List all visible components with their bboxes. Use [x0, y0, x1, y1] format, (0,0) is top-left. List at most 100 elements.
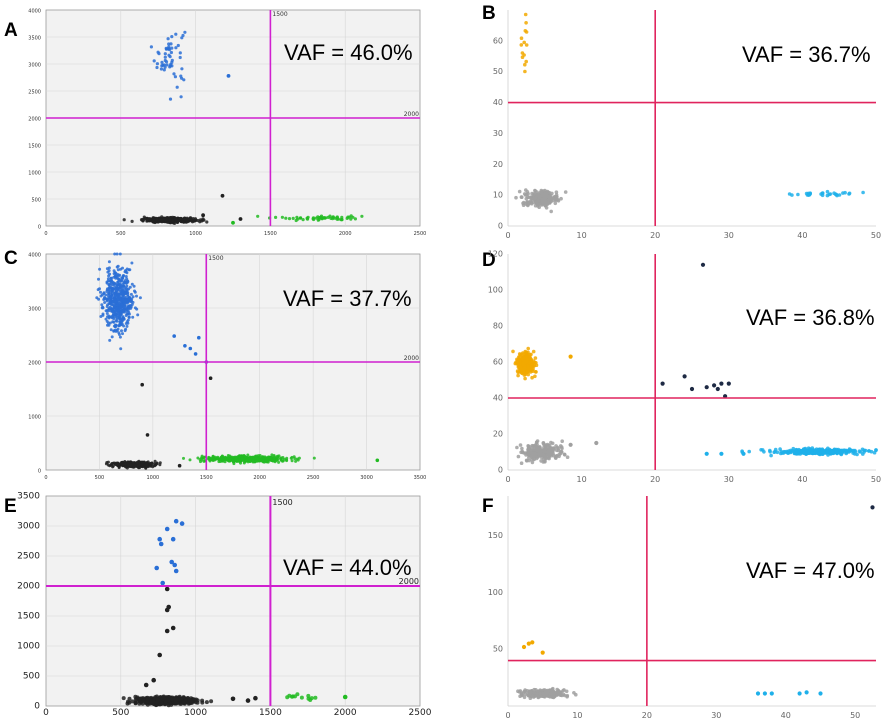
- x-tick-label: 20: [650, 231, 660, 240]
- data-point: [524, 350, 528, 355]
- data-point: [116, 268, 120, 272]
- data-point: [769, 691, 774, 696]
- data-point: [109, 296, 113, 300]
- data-point: [193, 352, 198, 356]
- data-point: [542, 192, 546, 197]
- data-point: [205, 220, 209, 224]
- data-point: [161, 695, 166, 700]
- data-point: [515, 357, 519, 362]
- x-tick-label: 2000: [339, 231, 352, 237]
- data-point: [99, 290, 102, 294]
- data-point: [541, 189, 546, 193]
- y-tick-label: 100: [488, 588, 503, 597]
- data-point: [101, 312, 105, 316]
- data-point: [517, 189, 522, 194]
- panel-label: B: [482, 3, 496, 24]
- data-point: [256, 457, 260, 461]
- data-point: [793, 449, 798, 454]
- data-point: [115, 252, 119, 256]
- data-point: [290, 459, 294, 463]
- data-point: [179, 521, 185, 526]
- data-point: [522, 373, 527, 377]
- data-point: [545, 691, 550, 695]
- data-point: [198, 218, 203, 222]
- data-point: [144, 463, 148, 467]
- data-point: [130, 261, 134, 265]
- data-point: [790, 449, 795, 453]
- cluster: [149, 30, 187, 101]
- data-point: [111, 461, 115, 465]
- data-point: [113, 291, 117, 295]
- data-point: [170, 536, 176, 542]
- data-point: [115, 319, 119, 323]
- data-point: [167, 47, 171, 51]
- data-point: [118, 252, 122, 256]
- data-point: [138, 296, 142, 300]
- data-point: [525, 370, 529, 374]
- data-point: [540, 650, 545, 655]
- data-point: [113, 298, 117, 302]
- data-point: [519, 36, 524, 40]
- x-tick-label: 500: [116, 231, 126, 237]
- data-point: [122, 316, 126, 320]
- data-point: [335, 215, 339, 219]
- x-tick-label: 2000: [253, 475, 266, 481]
- x-tick-label: 30: [724, 231, 734, 240]
- data-point: [251, 459, 255, 463]
- data-point: [182, 78, 186, 82]
- data-point: [167, 42, 171, 46]
- data-point: [170, 58, 174, 63]
- data-point: [130, 303, 134, 306]
- data-point: [100, 303, 104, 307]
- data-points: [511, 262, 878, 466]
- data-point: [162, 68, 166, 72]
- data-point: [159, 67, 163, 71]
- data-point: [129, 463, 133, 467]
- data-point: [114, 323, 117, 327]
- data-point: [531, 444, 536, 448]
- panel-f: F 0 10 20 30 40 50 50 100 150 VAF = 47.0%: [482, 496, 876, 720]
- data-point: [551, 448, 556, 453]
- data-point: [533, 452, 538, 456]
- data-point: [126, 699, 130, 704]
- data-points: [95, 252, 380, 470]
- data-point: [521, 356, 525, 360]
- data-point: [346, 215, 350, 219]
- data-point: [530, 191, 534, 196]
- data-point: [534, 444, 538, 448]
- data-point: [164, 628, 170, 634]
- data-point: [825, 193, 830, 198]
- data-point: [108, 300, 112, 304]
- data-point: [542, 449, 547, 454]
- data-point: [122, 324, 126, 328]
- data-point: [152, 218, 156, 223]
- data-point: [787, 450, 791, 455]
- data-point: [155, 65, 159, 70]
- data-point: [239, 461, 242, 465]
- data-point: [551, 451, 555, 456]
- data-point: [559, 196, 563, 201]
- y-tick-label: 4000: [28, 9, 41, 15]
- data-point: [99, 315, 103, 318]
- data-point: [556, 197, 560, 202]
- data-point: [547, 191, 552, 195]
- data-point: [131, 315, 135, 319]
- panel-label: C: [4, 248, 18, 269]
- data-point: [525, 359, 529, 364]
- panel-e: E 0 500 1000 1500 2000 2500 0 500 1000 1500 2000 250…: [4, 492, 432, 719]
- x-tick-label: 50: [850, 711, 860, 720]
- data-point: [195, 700, 200, 705]
- data-point: [301, 218, 305, 222]
- x-tick-label: 2500: [414, 231, 427, 237]
- data-point: [110, 279, 113, 282]
- data-point: [145, 433, 150, 437]
- data-point: [847, 191, 852, 196]
- data-point: [118, 335, 122, 339]
- data-point: [130, 282, 134, 286]
- data-point: [308, 698, 313, 702]
- data-point: [270, 453, 274, 457]
- data-point: [351, 215, 355, 219]
- data-point: [802, 451, 807, 455]
- data-point: [173, 75, 177, 79]
- panel-label: F: [482, 496, 494, 517]
